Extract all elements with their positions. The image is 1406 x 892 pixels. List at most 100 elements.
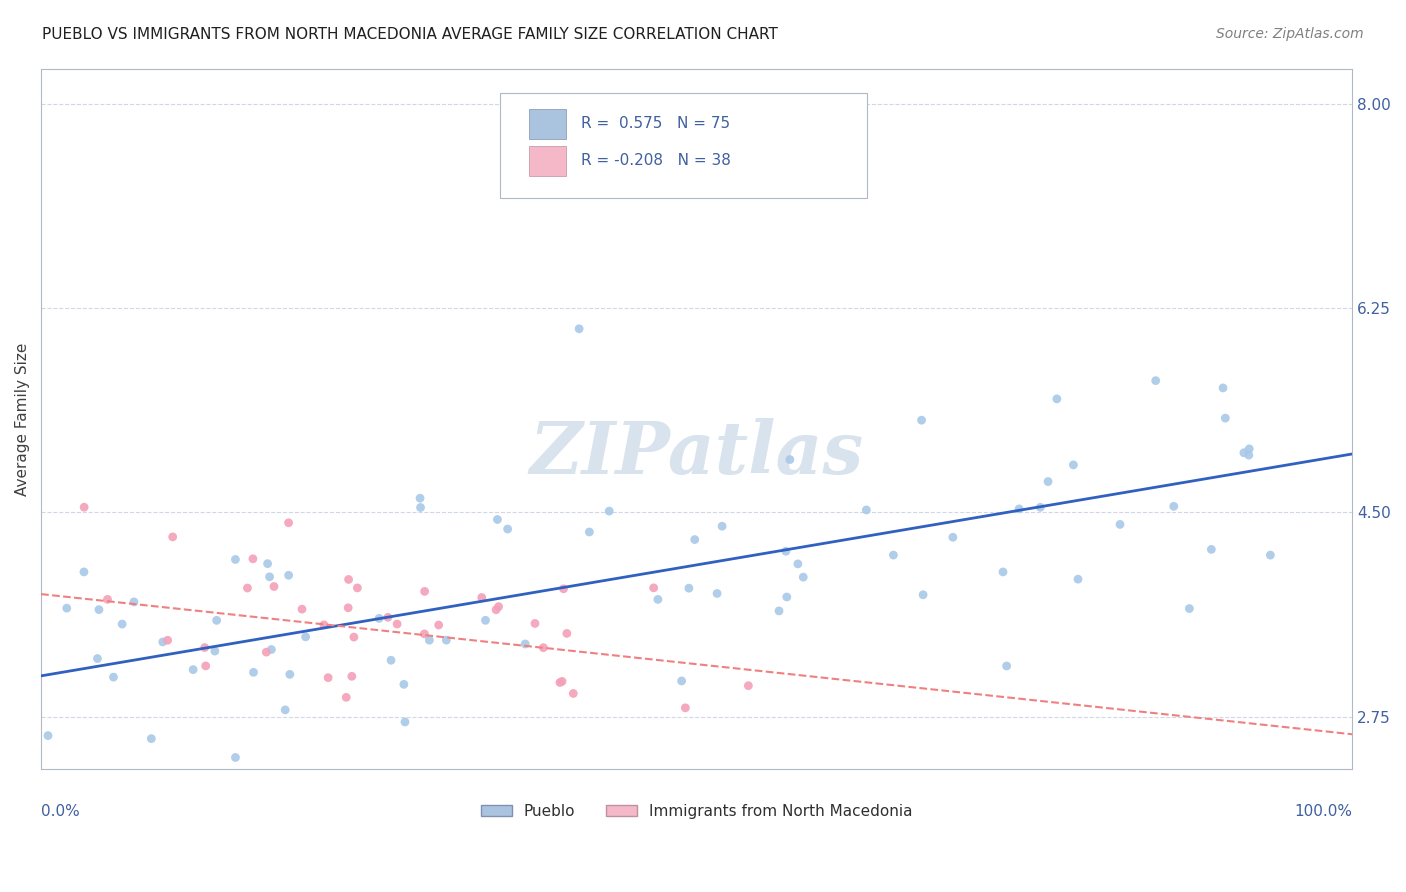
Point (555, 626, 578, 640)
Point (335, 690, 357, 705)
Point (882, 548, 904, 562)
Text: PUEBLO VS IMMIGRANTS FROM NORTH MACEDONIA AVERAGE FAMILY SIZE CORRELATION CHART: PUEBLO VS IMMIGRANTS FROM NORTH MACEDONI… (42, 27, 778, 42)
Point (995, 659, 1018, 673)
Point (409, 500, 432, 515)
Point (471, 591, 494, 605)
Point (910, 413, 932, 427)
Point (204, 644, 226, 658)
Point (73, 500, 96, 515)
Point (942, 530, 965, 544)
Point (434, 633, 457, 648)
Point (194, 659, 217, 673)
Point (181, 663, 204, 677)
Bar (529, 109, 565, 138)
Point (278, 667, 301, 681)
Point (337, 600, 360, 615)
Point (515, 637, 537, 651)
Point (294, 630, 316, 644)
Point (277, 568, 299, 582)
Point (385, 617, 408, 632)
Y-axis label: Average Family Size: Average Family Size (15, 343, 30, 496)
Point (352, 797, 374, 812)
Text: Source: ZipAtlas.com: Source: ZipAtlas.com (1216, 27, 1364, 41)
Point (568, 322, 591, 336)
Point (548, 675, 571, 690)
Point (776, 590, 799, 604)
Point (1201, 542, 1223, 557)
Point (1144, 374, 1167, 388)
Point (1237, 448, 1260, 462)
Point (792, 570, 814, 584)
Point (711, 519, 734, 533)
Point (368, 611, 391, 625)
Point (55, 601, 77, 615)
Point (551, 674, 574, 689)
Point (678, 581, 700, 595)
Point (337, 573, 360, 587)
Point (343, 630, 366, 644)
Point (340, 669, 363, 683)
Point (598, 504, 620, 518)
Point (409, 491, 432, 506)
Legend: Pueblo, Immigrants from North Macedonia: Pueblo, Immigrants from North Macedonia (475, 797, 918, 825)
Point (394, 714, 416, 729)
Point (1237, 442, 1260, 456)
Point (855, 503, 877, 517)
Point (1233, 446, 1256, 460)
Point (87, 602, 110, 616)
Point (1260, 548, 1282, 562)
Point (683, 533, 706, 547)
Point (73, 565, 96, 579)
Point (277, 516, 299, 530)
FancyBboxPatch shape (501, 93, 868, 198)
Point (162, 530, 184, 544)
Point (562, 686, 585, 700)
Point (1046, 392, 1069, 406)
Point (254, 645, 277, 659)
Point (111, 617, 134, 632)
Point (485, 603, 508, 617)
Point (775, 544, 797, 558)
Point (224, 750, 246, 764)
Point (768, 604, 790, 618)
Point (496, 522, 519, 536)
Point (377, 610, 399, 624)
Point (1036, 475, 1059, 489)
Point (96, 592, 118, 607)
Point (523, 616, 546, 631)
Point (194, 640, 217, 655)
Point (392, 677, 415, 691)
Point (1212, 381, 1234, 395)
Point (37, 729, 59, 743)
Point (671, 673, 693, 688)
Point (427, 618, 450, 632)
Point (291, 602, 314, 616)
Point (643, 581, 665, 595)
Point (1213, 411, 1236, 425)
Point (706, 586, 728, 600)
Point (1067, 572, 1090, 586)
Point (647, 592, 669, 607)
Text: R = -0.208   N = 38: R = -0.208 N = 38 (581, 153, 731, 168)
Point (152, 635, 174, 649)
Text: ZIPatlas: ZIPatlas (530, 418, 863, 490)
Point (531, 640, 554, 655)
Point (122, 595, 145, 609)
Point (103, 670, 125, 684)
Point (488, 599, 510, 614)
Point (312, 617, 335, 632)
Point (1163, 500, 1185, 514)
Point (991, 565, 1014, 579)
Point (242, 551, 264, 566)
Point (553, 582, 575, 596)
Point (1109, 517, 1132, 532)
Point (224, 552, 246, 566)
Point (1008, 502, 1031, 516)
Text: 0.0%: 0.0% (41, 805, 80, 820)
Point (274, 703, 297, 717)
Bar (529, 146, 565, 176)
Point (156, 633, 179, 648)
Text: 100.0%: 100.0% (1295, 805, 1353, 820)
Point (316, 671, 339, 685)
Text: R =  0.575   N = 75: R = 0.575 N = 75 (581, 116, 731, 131)
